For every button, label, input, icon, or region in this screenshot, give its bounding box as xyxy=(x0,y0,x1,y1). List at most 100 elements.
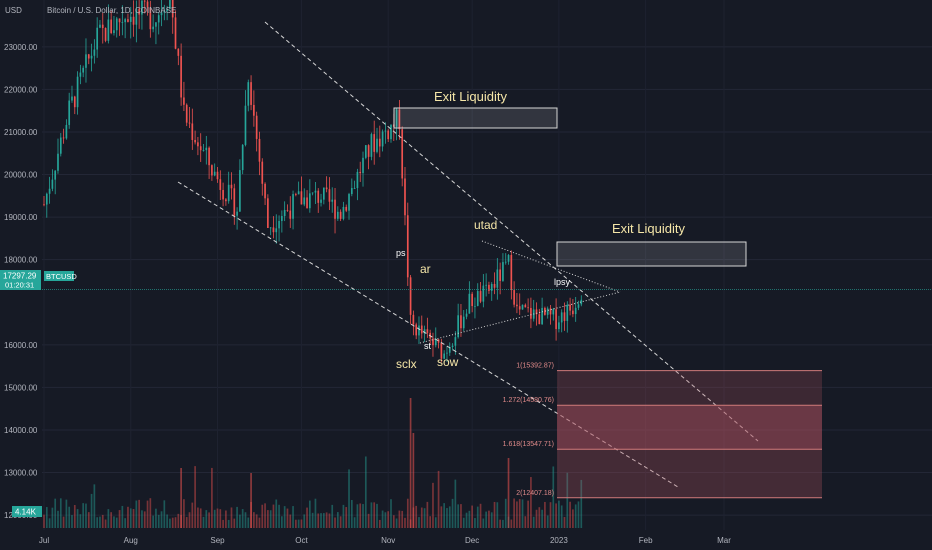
candle-body xyxy=(401,129,404,179)
volume-bar xyxy=(510,519,513,528)
candle-body xyxy=(457,315,459,338)
candle-body xyxy=(219,179,222,190)
volume-bar xyxy=(138,499,140,528)
candle-body xyxy=(283,209,286,217)
candle-body xyxy=(569,304,571,311)
candle-body xyxy=(233,188,236,216)
candle-body xyxy=(180,55,182,98)
candle-body xyxy=(342,206,345,219)
candle-body xyxy=(149,7,152,30)
candle-body xyxy=(451,345,454,347)
candle-body xyxy=(524,304,527,308)
candle-body xyxy=(465,313,468,317)
candle-body xyxy=(166,8,168,12)
x-tick-label: Sep xyxy=(210,536,225,545)
volume-bar xyxy=(59,498,62,528)
label-sow: sow xyxy=(437,355,459,369)
candle-body xyxy=(272,227,275,233)
candle-body xyxy=(572,310,574,315)
volume-bar xyxy=(43,514,45,528)
volume-bar xyxy=(225,510,227,528)
candle-body xyxy=(253,104,255,116)
fib-level-label: 2(12407.18) xyxy=(516,490,554,497)
volume-bar xyxy=(289,514,292,528)
candle-body xyxy=(406,215,409,278)
x-axis[interactable]: Jul Aug Sep Oct Nov Dec 2023 Feb Mar xyxy=(39,536,731,545)
candle-body xyxy=(216,171,219,180)
volume-bar xyxy=(258,517,261,528)
volume-bar xyxy=(118,510,121,528)
candle-body xyxy=(535,309,538,315)
fib-zone-band xyxy=(557,449,822,498)
candle-body xyxy=(160,12,163,16)
candle-body xyxy=(85,54,87,68)
candle-body xyxy=(443,353,446,359)
volume-bar xyxy=(278,504,280,528)
volume-bar xyxy=(381,510,384,528)
volume-bar xyxy=(504,498,507,528)
candle-body xyxy=(521,304,524,310)
volume-bar xyxy=(241,509,244,528)
currency-label: USD xyxy=(5,6,22,15)
candle-body xyxy=(446,352,448,354)
y-tick-label: 14000.00 xyxy=(4,426,38,435)
volume-bar xyxy=(331,504,334,528)
candle-body xyxy=(278,220,280,229)
candle-body xyxy=(264,183,266,199)
volume-bar xyxy=(79,514,82,528)
volume-bar xyxy=(275,499,278,528)
candle-body xyxy=(76,76,79,108)
candle-body xyxy=(227,184,230,202)
volume-bar xyxy=(370,502,373,528)
candle-body xyxy=(169,0,171,9)
fib-zone-band xyxy=(557,405,822,450)
candle-body xyxy=(185,104,188,123)
volume-bar xyxy=(499,519,501,528)
candle-body xyxy=(57,153,59,171)
triangle-upper-line[interactable] xyxy=(481,240,621,293)
volume-bar xyxy=(457,504,459,528)
volume-bar xyxy=(434,517,437,528)
volume-bar xyxy=(465,512,468,528)
candle-body xyxy=(194,139,196,143)
candle-body xyxy=(437,339,440,343)
trend-lines[interactable] xyxy=(177,21,759,488)
candle-body xyxy=(244,105,247,145)
volume-bar xyxy=(191,502,194,528)
candle-body xyxy=(225,199,227,202)
candle-body xyxy=(516,304,518,307)
label-lpsy: lpsy xyxy=(554,277,571,287)
volume-bar xyxy=(311,512,314,528)
volume-bar xyxy=(345,507,348,528)
volume-bar xyxy=(163,500,166,528)
volume-bar xyxy=(392,515,395,528)
candle-body xyxy=(208,147,210,166)
candle-body xyxy=(51,179,54,189)
volume-bar xyxy=(398,510,401,528)
volume-bar xyxy=(143,511,146,528)
candle-body xyxy=(507,254,510,262)
volume-bar xyxy=(166,514,168,528)
volume-bar xyxy=(54,498,57,528)
candle-body xyxy=(409,277,412,315)
volume-bar xyxy=(390,499,392,528)
candle-body xyxy=(250,82,252,105)
fib-extension-zone[interactable]: 1(15392.87) 1.272(14580.76) 1.618(13547.71… xyxy=(503,363,822,499)
candle-body xyxy=(490,283,493,291)
candle-body xyxy=(135,8,138,25)
candle-body xyxy=(73,96,76,108)
y-tick-label: 23000.00 xyxy=(4,43,38,52)
exit-liquidity-box-2[interactable] xyxy=(556,241,747,267)
upper-channel-line[interactable] xyxy=(264,21,759,442)
volume-bar xyxy=(493,501,496,528)
candle-body xyxy=(54,170,57,180)
candle-body xyxy=(79,72,82,77)
exit-liquidity-box-1[interactable] xyxy=(393,107,558,129)
candle-body xyxy=(527,307,529,309)
label-sclx: sclx xyxy=(396,357,417,371)
volume-bar xyxy=(378,519,381,528)
symbol-title[interactable]: Bitcoin / U.S. Dollar, 1D, COINBASE xyxy=(47,6,176,15)
candle-body xyxy=(107,19,110,41)
volume-bar xyxy=(199,508,202,528)
